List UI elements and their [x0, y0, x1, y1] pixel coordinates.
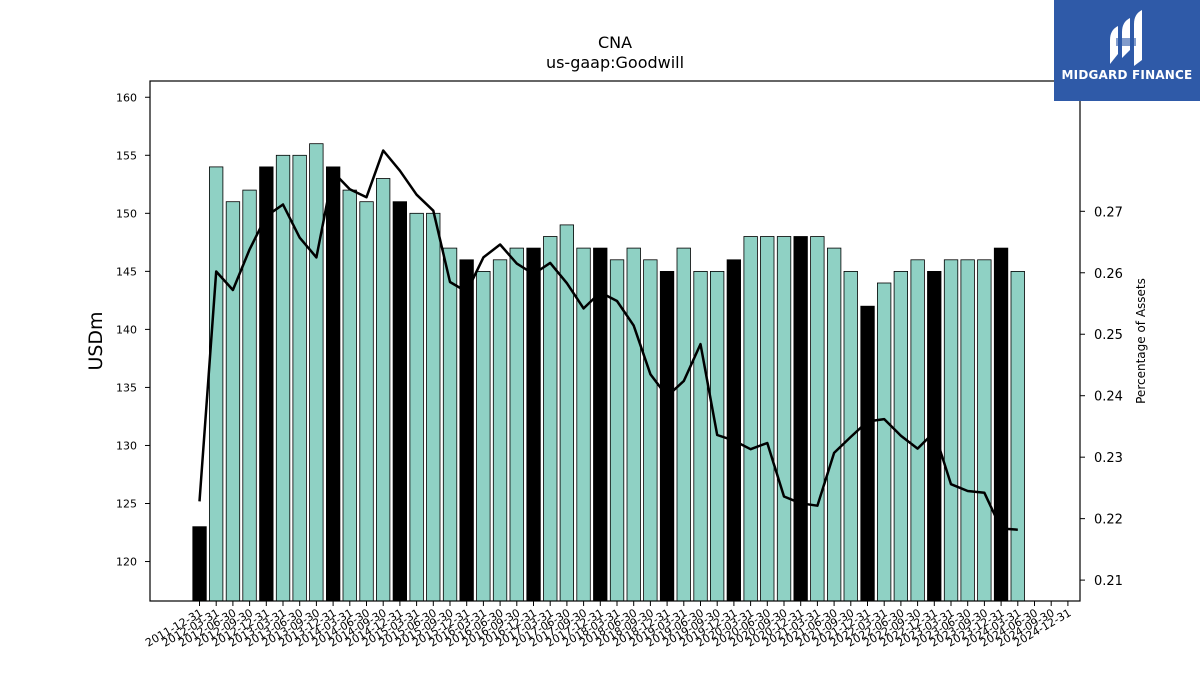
bar [860, 305, 875, 602]
y2-tick-label: 0.24 [1094, 390, 1123, 405]
bar [409, 212, 424, 602]
y2-tick-label: 0.23 [1094, 451, 1123, 466]
bar [208, 166, 224, 602]
bar [877, 282, 892, 602]
y2-tick-label: 0.25 [1094, 328, 1123, 343]
y2-tick-label: 0.21 [1094, 574, 1123, 589]
bar [292, 154, 307, 602]
bar [943, 259, 959, 602]
y-tick-label: 135 [116, 381, 137, 394]
bar [993, 247, 1009, 602]
y-tick-label: 145 [116, 265, 137, 278]
y2-tick-label: 0.22 [1094, 513, 1123, 528]
y-axis-right: 0.21 0.22 0.23 0.24 0.25 0.26 0.27 [1080, 205, 1123, 589]
y2-tick-label: 0.26 [1094, 267, 1123, 282]
bar [275, 154, 291, 602]
bar [960, 259, 975, 602]
brand-logo: MIDGARD FINANCE [1054, 0, 1200, 101]
bar [676, 247, 691, 602]
bar [643, 259, 658, 602]
bar [192, 526, 207, 602]
bar [977, 259, 992, 602]
bar [609, 259, 625, 602]
bar [1010, 270, 1025, 602]
bar [776, 236, 792, 602]
bar [342, 189, 357, 602]
bar [359, 201, 374, 602]
y-axis-left: 120 125 130 135 140 145 150 155 160 [116, 91, 150, 569]
bar [259, 166, 274, 602]
logo-mark-icon [1110, 10, 1142, 66]
y-tick-label: 125 [116, 498, 137, 511]
line-layer [198, 149, 1018, 531]
y2-tick-label: 0.27 [1094, 205, 1123, 220]
plot-frame [149, 80, 1081, 602]
bar [325, 166, 341, 602]
bar [793, 236, 808, 602]
bar [492, 259, 508, 602]
bar [810, 236, 825, 602]
bar [910, 259, 925, 602]
bar [593, 247, 608, 602]
bar [659, 270, 675, 602]
y-tick-label: 160 [116, 91, 137, 104]
bar [442, 247, 458, 602]
y-tick-label: 130 [116, 439, 137, 452]
y-tick-label: 155 [116, 149, 137, 162]
bars-layer [192, 143, 1025, 602]
percentage-line [198, 149, 1018, 531]
bar [476, 270, 491, 602]
bar [426, 212, 441, 602]
y-tick-label: 140 [116, 323, 137, 336]
bar [509, 247, 524, 602]
bar [743, 236, 758, 602]
bar [726, 259, 741, 602]
logo-text: MIDGARD FINANCE [1061, 68, 1193, 82]
chart-title: CNA [598, 33, 632, 52]
bar [375, 178, 391, 602]
x-axis: 2011-12-312012-03-312012-06-302012-09-30… [143, 601, 1073, 650]
bar [626, 247, 641, 602]
bar [459, 259, 474, 602]
bar [543, 236, 558, 602]
bar [827, 247, 842, 602]
chart-subtitle: us-gaap:Goodwill [546, 53, 684, 72]
y-tick-label: 150 [116, 207, 137, 220]
bar [225, 201, 241, 602]
bar [309, 143, 324, 602]
y-axis-label: USDm [85, 311, 107, 370]
bar [526, 247, 541, 602]
y-tick-label: 120 [116, 556, 137, 569]
bar [760, 236, 775, 602]
bar [392, 201, 408, 602]
y2-axis-label: Percentage of Assets [1134, 278, 1148, 404]
bar [693, 270, 708, 602]
